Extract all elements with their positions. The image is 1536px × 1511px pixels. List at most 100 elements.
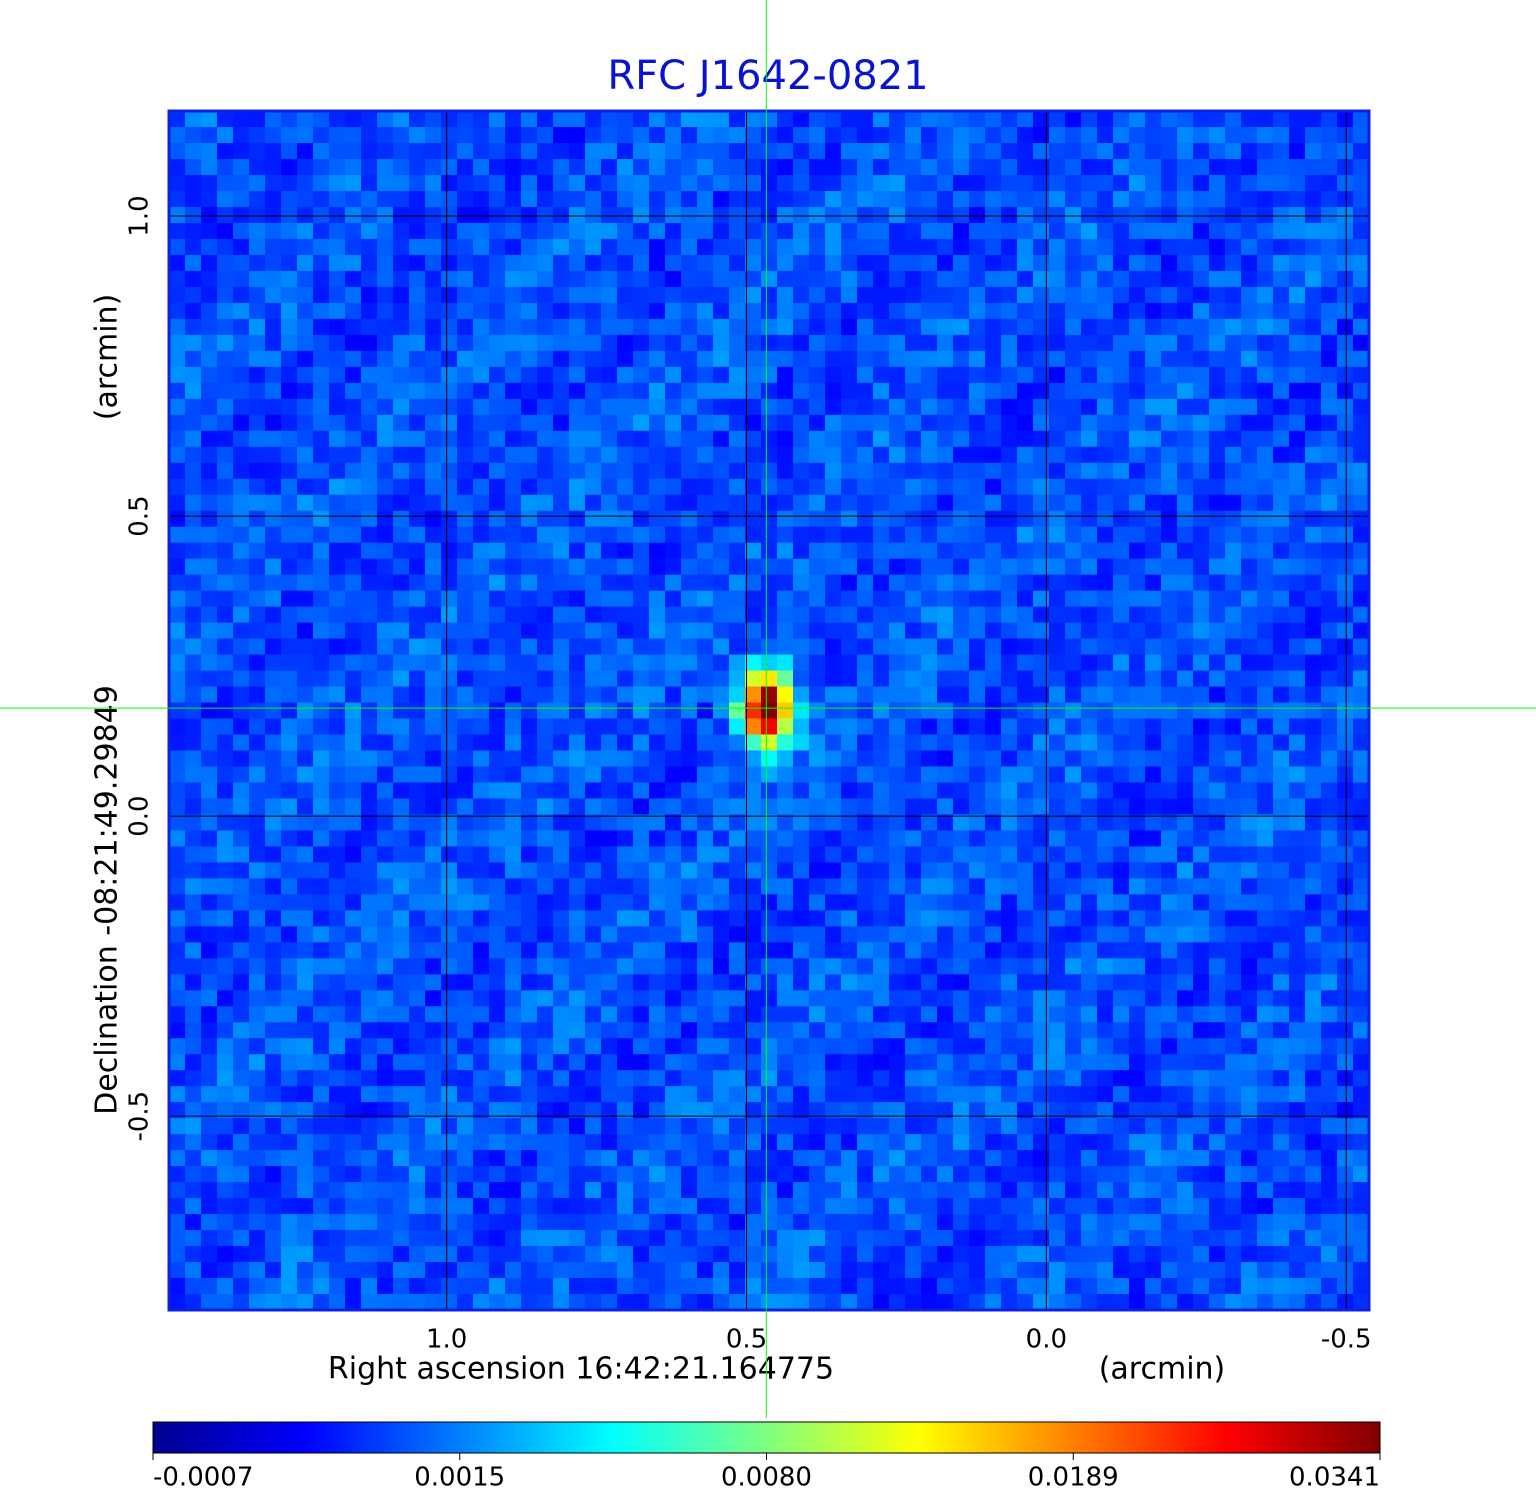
pixel [393,574,410,592]
pixel [873,1070,890,1087]
pixel [361,414,378,432]
pixel [553,670,570,688]
pixel [553,686,570,704]
pixel [1321,702,1338,719]
pixel [793,958,810,975]
pixel [905,270,922,288]
pixel [473,766,490,783]
pixel [713,286,730,304]
pixel [1273,462,1290,480]
pixel [1289,430,1306,448]
pixel [169,1118,186,1135]
pixel [1353,878,1370,895]
pixel [665,254,682,272]
pixel [1225,590,1242,608]
pixel [1113,430,1130,448]
pixel [1209,558,1226,576]
pixel [249,942,266,959]
pixel [185,910,202,927]
pixel [1049,1070,1066,1087]
pixel [537,990,554,1007]
pixel [425,494,442,512]
pixel [297,846,314,863]
pixel [537,446,554,464]
pixel [1001,910,1018,927]
pixel [169,702,186,719]
pixel [1081,878,1098,895]
pixel [1305,1086,1322,1103]
pixel [233,126,250,144]
pixel [265,1102,282,1119]
pixel [313,686,330,704]
pixel [1225,510,1242,528]
pixel [1145,1070,1162,1087]
pixel [1193,558,1210,576]
pixel [1145,1086,1162,1103]
pixel [505,494,522,512]
pixel [1113,526,1130,544]
pixel [745,782,762,799]
pixel [537,766,554,783]
pixel [281,1054,298,1071]
pixel [1161,430,1178,448]
pixel [425,318,442,336]
pixel [265,862,282,879]
pixel [441,638,458,656]
pixel [873,350,890,368]
pixel [1129,414,1146,432]
pixel [1257,126,1274,144]
pixel [217,1134,234,1151]
pixel [457,670,474,688]
pixel [1113,702,1130,719]
pixel [1193,398,1210,416]
pixel [1145,846,1162,863]
pixel [345,734,362,751]
pixel [953,446,970,464]
pixel [505,526,522,544]
pixel [313,638,330,656]
pixel [617,1006,634,1023]
pixel [649,1070,666,1087]
pixel [1225,830,1242,847]
pixel [489,526,506,544]
pixel [841,1022,858,1039]
pixel [169,942,186,959]
pixel [553,846,570,863]
pixel [249,1166,266,1183]
pixel [1241,670,1258,688]
pixel [905,942,922,959]
pixel [1017,750,1034,767]
pixel [345,334,362,352]
pixel [1257,446,1274,464]
pixel [1097,302,1114,320]
pixel [281,398,298,416]
pixel [553,190,570,208]
pixel [313,302,330,320]
pixel [937,1054,954,1071]
pixel [841,462,858,480]
pixel [777,590,794,608]
pixel [1193,222,1210,240]
pixel [441,414,458,432]
pixel [921,206,938,224]
pixel [905,718,922,735]
pixel [1225,1118,1242,1135]
pixel [713,1118,730,1135]
pixel [953,318,970,336]
pixel [969,654,986,672]
pixel [169,1102,186,1119]
pixel [889,350,906,368]
pixel [1081,574,1098,592]
pixel [1241,846,1258,863]
pixel [1193,1102,1210,1119]
pixel [1209,990,1226,1007]
pixel [233,382,250,400]
pixel [265,462,282,480]
pixel [921,302,938,320]
pixel [553,111,570,128]
pixel [185,206,202,224]
pixel [1049,670,1066,688]
pixel [761,590,778,608]
pixel [1129,894,1146,911]
pixel [361,350,378,368]
